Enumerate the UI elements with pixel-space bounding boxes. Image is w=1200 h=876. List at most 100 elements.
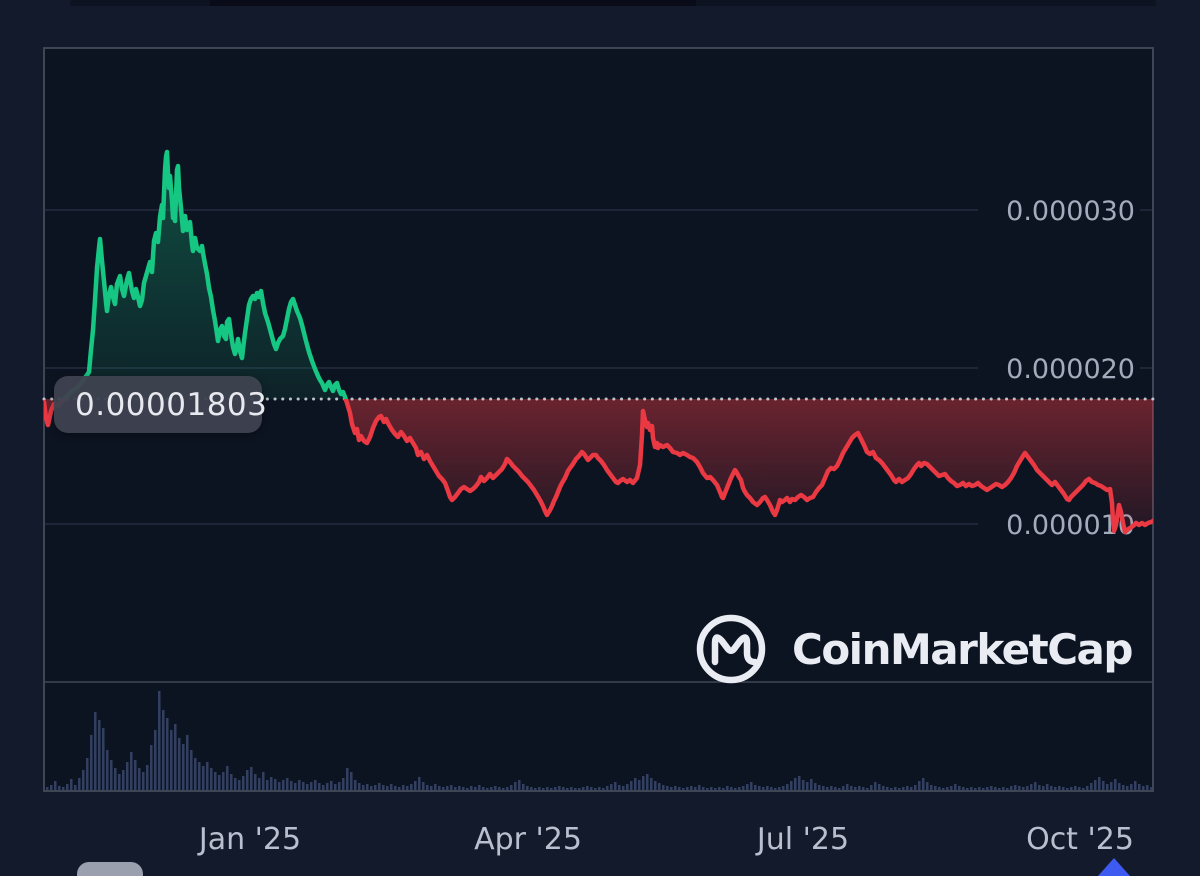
volume-bar bbox=[350, 772, 353, 790]
volume-bar bbox=[130, 752, 133, 790]
volume-bar bbox=[334, 784, 337, 790]
x-axis-label: Oct '25 bbox=[1026, 822, 1134, 857]
x-axis-label: Jul '25 bbox=[756, 822, 850, 857]
volume-bar bbox=[610, 784, 613, 790]
coinmarketcap-wordmark: CoinMarketCap bbox=[792, 624, 1133, 674]
volume-bar bbox=[866, 788, 869, 790]
volume-bar bbox=[922, 778, 925, 790]
volume-bar bbox=[898, 788, 901, 790]
volume-bar bbox=[114, 768, 117, 790]
cropped-bottom-button[interactable] bbox=[77, 862, 143, 876]
volume-bar bbox=[1090, 783, 1093, 790]
volume-bar bbox=[830, 786, 833, 790]
volume-bar bbox=[974, 788, 977, 790]
volume-bar bbox=[54, 781, 57, 790]
volume-bar bbox=[158, 691, 161, 790]
volume-bar bbox=[290, 781, 293, 790]
volume-bar bbox=[126, 762, 129, 790]
volume-bar bbox=[322, 785, 325, 790]
volume-bar bbox=[838, 788, 841, 790]
volume-bar bbox=[706, 788, 709, 790]
volume-bar bbox=[542, 788, 545, 790]
volume-bar bbox=[138, 768, 141, 790]
volume-bar bbox=[810, 779, 813, 790]
top-cropped-toolbar-segment bbox=[210, 0, 696, 6]
scroll-hint-arrow-icon bbox=[1098, 858, 1130, 876]
volume-bar bbox=[314, 780, 317, 790]
volume-bar bbox=[586, 786, 589, 790]
volume-bar bbox=[406, 786, 409, 790]
volume-bar bbox=[578, 788, 581, 790]
volume-bar bbox=[58, 786, 61, 790]
volume-bar bbox=[834, 787, 837, 790]
volume-bar bbox=[710, 787, 713, 790]
volume-bar bbox=[242, 776, 245, 790]
volume-bar bbox=[734, 788, 737, 790]
price-tooltip-value: 0.00001803 bbox=[75, 386, 268, 423]
volume-bar bbox=[202, 766, 205, 790]
volume-bar bbox=[574, 788, 577, 790]
volume-bar bbox=[390, 784, 393, 790]
volume-bar bbox=[942, 788, 945, 790]
volume-bar bbox=[794, 778, 797, 790]
volume-bar bbox=[146, 765, 149, 790]
volume-bar bbox=[302, 782, 305, 790]
volume-bar bbox=[458, 786, 461, 790]
volume-bar bbox=[506, 787, 509, 790]
volume-bar bbox=[162, 710, 165, 790]
volume-bar bbox=[1126, 786, 1129, 790]
volume-bar bbox=[210, 768, 213, 790]
volume-bar bbox=[1074, 786, 1077, 790]
volume-bar bbox=[486, 788, 489, 790]
volume-bar bbox=[366, 784, 369, 790]
volume-bar bbox=[286, 778, 289, 790]
volume-bar bbox=[774, 788, 777, 790]
volume-bar bbox=[814, 783, 817, 790]
volume-bar bbox=[382, 785, 385, 790]
volume-bar bbox=[770, 787, 773, 790]
volume-bar bbox=[186, 735, 189, 790]
volume-bar bbox=[238, 780, 241, 790]
volume-bar bbox=[674, 786, 677, 790]
volume-bar bbox=[606, 786, 609, 790]
volume-bar bbox=[110, 760, 113, 790]
volume-bar bbox=[326, 783, 329, 790]
volume-bar bbox=[686, 787, 689, 790]
volume-bar bbox=[526, 786, 529, 790]
volume-bar bbox=[950, 786, 953, 790]
volume-bar bbox=[374, 785, 377, 790]
volume-bar bbox=[394, 786, 397, 790]
volume-bar bbox=[278, 782, 281, 790]
volume-bar bbox=[1150, 787, 1153, 790]
volume-bar bbox=[1082, 788, 1085, 790]
volume-bar bbox=[702, 787, 705, 790]
volume-bar bbox=[474, 787, 477, 790]
volume-bar bbox=[194, 758, 197, 790]
volume-bar bbox=[494, 786, 497, 790]
volume-bar bbox=[714, 788, 717, 790]
volume-bar bbox=[750, 782, 753, 790]
volume-bar bbox=[954, 784, 957, 790]
volume-bar bbox=[694, 787, 697, 790]
volume-bar bbox=[858, 786, 861, 790]
volume-bar bbox=[1138, 784, 1141, 790]
volume-bar bbox=[918, 781, 921, 790]
volume-bar bbox=[930, 785, 933, 790]
volume-bar bbox=[926, 782, 929, 790]
volume-bar bbox=[722, 788, 725, 790]
volume-bar bbox=[762, 787, 765, 790]
volume-bar bbox=[502, 788, 505, 790]
volume-bar bbox=[906, 786, 909, 790]
volume-bar bbox=[806, 782, 809, 790]
volume-bar bbox=[422, 782, 425, 790]
volume-bar bbox=[534, 788, 537, 790]
volume-bar bbox=[818, 785, 821, 790]
coinmarketcap-watermark: CoinMarketCap bbox=[693, 611, 1133, 687]
volume-bar bbox=[570, 787, 573, 790]
volume-bar bbox=[890, 788, 893, 790]
volume-bar bbox=[342, 778, 345, 790]
volume-bar bbox=[1118, 783, 1121, 790]
volume-bar bbox=[1042, 786, 1045, 790]
volume-bar bbox=[134, 760, 137, 790]
